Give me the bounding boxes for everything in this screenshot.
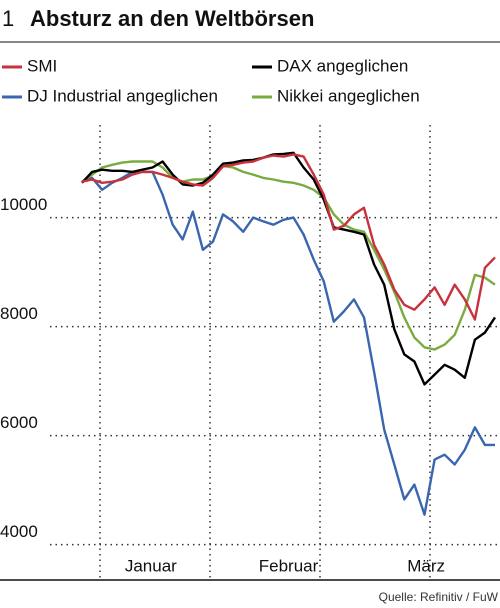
x-tick-label: Januar (125, 556, 177, 575)
y-tick-label: 6000 (0, 413, 38, 432)
x-tick-label: März (407, 556, 445, 575)
series-line (81, 151, 496, 386)
figure-number: 1 (2, 6, 14, 31)
series-line (81, 153, 496, 321)
y-tick-label: 8000 (0, 304, 38, 323)
y-tick-label: 10000 (0, 195, 47, 214)
legend-label: DAX angeglichen (277, 56, 408, 75)
source: Quelle: Refinitiv / FuW (379, 590, 499, 604)
legend-label: SMI (27, 56, 57, 75)
series-line (81, 160, 496, 351)
chart-title: Absturz an den Weltbörsen (30, 6, 314, 31)
x-tick-label: Februar (259, 556, 319, 575)
y-tick-label: 4000 (0, 522, 38, 541)
legend-label: DJ Industrial angeglichen (27, 86, 218, 105)
series-line (81, 170, 495, 516)
legend-label: Nikkei angeglichen (277, 86, 420, 105)
